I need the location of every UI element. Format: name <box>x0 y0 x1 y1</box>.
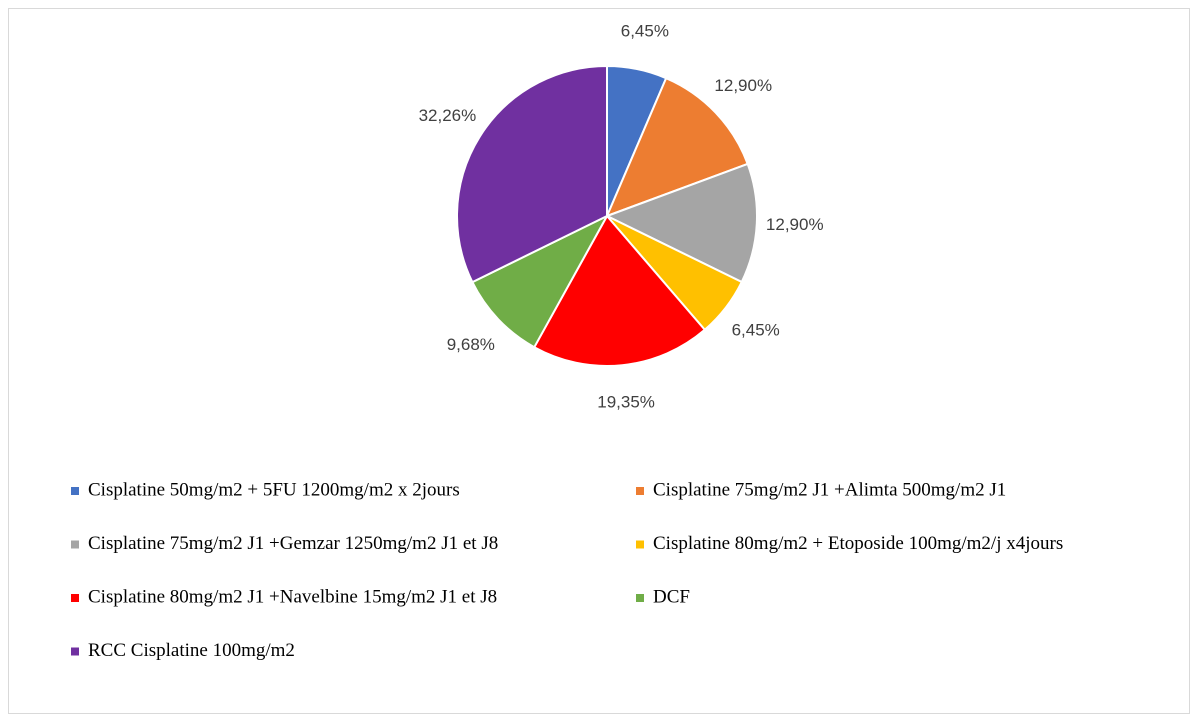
legend-label: DCF <box>653 586 690 607</box>
legend-marker <box>71 540 79 549</box>
pie-slice <box>456 64 608 284</box>
pie-slice <box>532 214 707 367</box>
pie-slice <box>604 162 758 284</box>
legend-label: RCC Cisplatine 100mg/m2 <box>88 640 295 661</box>
legend-marker <box>71 647 79 656</box>
legend-label: Cisplatine 75mg/m2 J1 +Gemzar 1250mg/m2 … <box>88 533 498 554</box>
data-label: 6,45% <box>732 321 780 340</box>
legend-marker <box>71 594 79 602</box>
legend-marker <box>636 540 644 549</box>
legend-label: Cisplatine 75mg/m2 J1 +Alimta 500mg/m2 J… <box>653 479 1006 500</box>
legend-label: Cisplatine 50mg/m2 + 5FU 1200mg/m2 x 2jo… <box>88 479 460 500</box>
data-label: 19,35% <box>597 393 655 412</box>
legend-marker <box>636 594 644 602</box>
data-label: 32,26% <box>419 106 477 125</box>
pie-slice <box>605 76 749 218</box>
data-label: 9,68% <box>447 335 495 354</box>
data-label: 12,90% <box>766 215 824 234</box>
legend-label: Cisplatine 80mg/m2 J1 +Navelbine 15mg/m2… <box>88 586 497 607</box>
pie-slice <box>471 213 610 349</box>
data-label: 6,45% <box>621 21 669 40</box>
legend-marker <box>71 487 79 495</box>
legend-label: Cisplatine 80mg/m2 + Etoposide 100mg/m2/… <box>653 533 1063 554</box>
data-label: 12,90% <box>714 76 772 95</box>
legend-marker <box>636 487 644 495</box>
